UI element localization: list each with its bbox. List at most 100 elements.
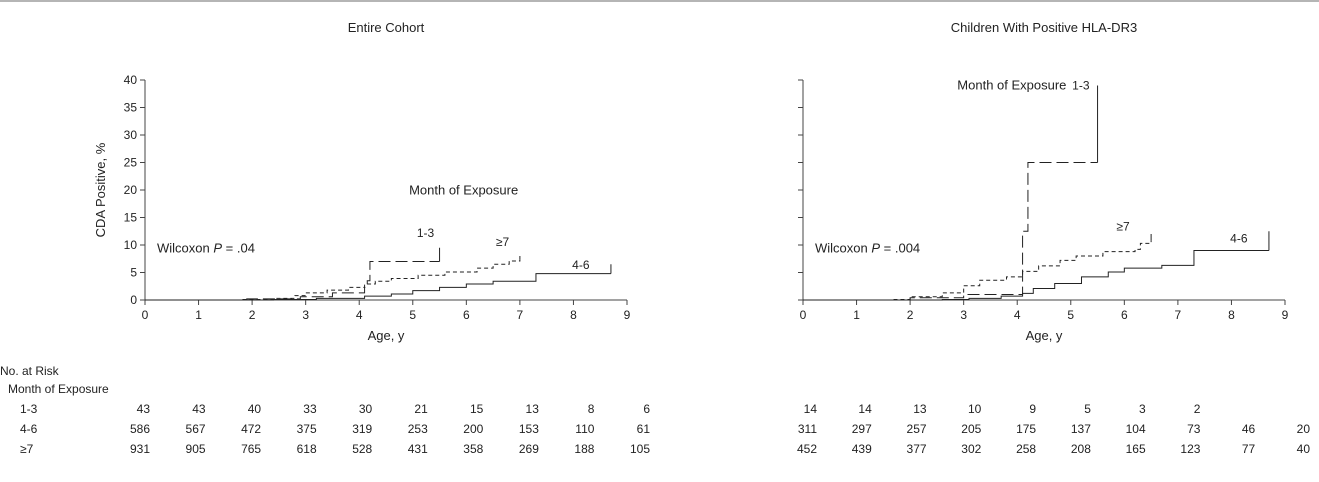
chart-title: Entire Cohort <box>348 20 425 35</box>
at-risk-cell: 20 <box>1297 422 1311 436</box>
x-tick-label: 4 <box>356 308 363 322</box>
at-risk-cell: 14 <box>858 402 872 416</box>
at-risk-group-label: 4-6 <box>20 422 38 436</box>
at-risk-cell: 40 <box>248 402 262 416</box>
at-risk-cell: 567 <box>186 422 206 436</box>
series-label: 4-6 <box>572 258 590 272</box>
at-risk-cell: 14 <box>804 402 818 416</box>
at-risk-cell: 9 <box>1029 402 1036 416</box>
at-risk-cell: 43 <box>192 402 206 416</box>
x-tick-label: 3 <box>302 308 309 322</box>
at-risk-cell: 311 <box>798 422 817 436</box>
at-risk-table-entire-cohort: 43 43 40 33 30 21 15 13 8 6 586 567 472 375 319 253 200 1… <box>130 402 650 456</box>
series-line-x7 <box>145 259 521 301</box>
x-tick-label: 7 <box>1175 308 1182 322</box>
at-risk-cell: 297 <box>852 422 872 436</box>
series-label: 4-6 <box>1230 231 1248 245</box>
at-risk-group-label: 1-3 <box>20 402 38 416</box>
at-risk-cell: 40 <box>1297 442 1311 456</box>
y-tick-label: 5 <box>130 266 137 280</box>
at-risk-cell: 77 <box>1242 442 1256 456</box>
y-axis-label: CDA Positive, % <box>93 142 108 237</box>
at-risk-cell: 253 <box>408 422 428 436</box>
legend-title: Month of Exposure <box>957 77 1066 92</box>
x-tick-label: 0 <box>142 308 149 322</box>
at-risk-cell: 21 <box>414 402 428 416</box>
at-risk-cell: 137 <box>1071 422 1091 436</box>
x-tick-label: 1 <box>853 308 860 322</box>
wilcoxon-prefix: Wilcoxon <box>157 241 213 256</box>
at-risk-cell: 110 <box>575 422 594 436</box>
x-tick-label: 3 <box>960 308 967 322</box>
wilcoxon-value: = .004 <box>880 241 920 256</box>
x-tick-label: 5 <box>409 308 416 322</box>
at-risk-cell: 931 <box>130 442 150 456</box>
at-risk-cell: 377 <box>907 442 927 456</box>
at-risk-cell: 302 <box>961 442 981 456</box>
x-tick-label: 0 <box>800 308 807 322</box>
y-tick-label: 30 <box>124 128 138 142</box>
at-risk-cell: 257 <box>907 422 927 436</box>
series-line-1x3 <box>803 162 1098 301</box>
panel-hla-dr3: Children With Positive HLA-DR3 0 1 2 3 4 5 6 7 8 9… <box>798 20 1289 343</box>
series-line-1x3 <box>145 261 440 301</box>
at-risk-cell: 2 <box>1194 402 1201 416</box>
at-risk-cell: 205 <box>961 422 981 436</box>
y-tick-label: 15 <box>124 211 138 225</box>
x-tick-label: 2 <box>249 308 256 322</box>
at-risk-cell: 175 <box>1016 422 1036 436</box>
y-tick-label: 0 <box>130 293 137 307</box>
at-risk-cell: 5 <box>1084 402 1091 416</box>
at-risk-cell: 8 <box>588 402 595 416</box>
at-risk-cell: 452 <box>797 442 817 456</box>
at-risk-cell: 618 <box>297 442 317 456</box>
x-tick-label: 5 <box>1067 308 1074 322</box>
at-risk-cell: 358 <box>463 442 483 456</box>
at-risk-cell: 439 <box>852 442 872 456</box>
x-tick-label: 1 <box>195 308 202 322</box>
at-risk-table-hla-dr3: 14 14 13 10 9 5 3 2 311 297 257 205 175 137 104 73 46 20 4… <box>797 402 1310 456</box>
at-risk-cell: 200 <box>463 422 483 436</box>
at-risk-cell: 33 <box>303 402 317 416</box>
y-tick-label: 25 <box>124 156 138 170</box>
series-label: ≥7 <box>496 235 510 249</box>
at-risk-cell: 258 <box>1016 442 1036 456</box>
at-risk-cell: 73 <box>1187 422 1201 436</box>
at-risk-cell: 528 <box>352 442 372 456</box>
at-risk-group-label: ≥7 <box>20 442 34 456</box>
chart-title: Children With Positive HLA-DR3 <box>951 20 1137 35</box>
series-line-4x6 <box>145 273 611 301</box>
at-risk-subtitle: Month of Exposure <box>8 382 109 396</box>
x-tick-label: 8 <box>570 308 577 322</box>
y-tick-label: 20 <box>124 183 138 197</box>
x-tick-label: 9 <box>624 308 631 322</box>
at-risk-cell: 15 <box>470 402 484 416</box>
y-tick-label: 40 <box>124 73 138 87</box>
at-risk-cell: 13 <box>526 402 540 416</box>
x-axis-label: Age, y <box>1026 328 1063 343</box>
at-risk-title: No. at Risk <box>0 364 60 378</box>
at-risk-cell: 208 <box>1071 442 1091 456</box>
at-risk-cell: 765 <box>241 442 261 456</box>
at-risk-cell: 30 <box>359 402 373 416</box>
at-risk-cell: 319 <box>352 422 372 436</box>
at-risk-cell: 104 <box>1126 422 1146 436</box>
at-risk-cell: 472 <box>241 422 261 436</box>
x-tick-label: 6 <box>463 308 470 322</box>
wilcoxon-prefix: Wilcoxon <box>815 241 871 256</box>
y-tick-label: 35 <box>124 101 138 115</box>
x-tick-label: 8 <box>1228 308 1235 322</box>
wilcoxon-p: P <box>213 241 222 256</box>
at-risk-cell: 375 <box>297 422 317 436</box>
at-risk-cell: 6 <box>643 402 650 416</box>
series-label: 1-3 <box>1072 78 1090 92</box>
at-risk-cell: 13 <box>913 402 927 416</box>
wilcoxon-value: = .04 <box>222 241 255 256</box>
x-axis-label: Age, y <box>368 328 405 343</box>
at-risk-cell: 46 <box>1242 422 1256 436</box>
series-label: 1-3 <box>417 226 435 240</box>
at-risk-cell: 10 <box>968 402 982 416</box>
wilcoxon-annotation: Wilcoxon P = .004 <box>815 241 920 256</box>
at-risk-cell: 61 <box>637 422 651 436</box>
